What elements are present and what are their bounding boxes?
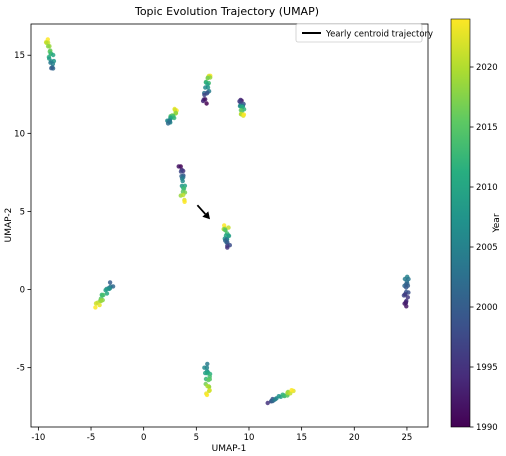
scatter-point — [173, 110, 179, 116]
scatter-point — [202, 365, 207, 370]
colorbar-tick-label: 2010 — [476, 183, 498, 193]
scatter-point — [226, 233, 232, 239]
x-tick-label: 10 — [244, 433, 255, 443]
colorbar-ticks: 1990 1995 2000 2005 2010 2015 2020 — [470, 63, 498, 433]
x-tick-label: 25 — [402, 433, 413, 443]
scatter-point — [205, 75, 210, 81]
scatter-point — [106, 286, 112, 292]
trajectory-arrow — [196, 204, 211, 220]
plot-frame — [30, 23, 429, 428]
colorbar-gradient — [450, 18, 471, 428]
scatter-point — [93, 301, 99, 306]
y-tick-label: 5 — [20, 207, 25, 217]
scatter-point — [289, 388, 294, 393]
scatter-points — [43, 37, 411, 406]
scatter-point — [241, 112, 247, 117]
x-tick-label: -5 — [87, 433, 95, 443]
scatter-point — [98, 298, 104, 304]
y-axis-label: UMAP-2 — [4, 208, 14, 243]
legend: Yearly centroid trajectory — [295, 23, 433, 43]
y-tick-label: -5 — [17, 364, 25, 374]
scatter-point — [51, 52, 56, 58]
x-axis-ticks: -10 -5 0 5 10 15 20 25 — [31, 427, 412, 443]
scatter-point — [44, 40, 49, 45]
scatter-point — [404, 285, 409, 290]
colorbar: 1990 1995 2000 2005 2010 2015 2020 Year — [450, 18, 502, 433]
scatter-point — [176, 164, 181, 169]
colorbar-label: Year — [492, 213, 502, 233]
scatter-point — [205, 361, 210, 367]
colorbar-tick-label: 1995 — [476, 363, 498, 373]
chart-title: Topic Evolution Trajectory (UMAP) — [134, 5, 319, 18]
scatter-point — [225, 245, 230, 250]
scatter-point — [403, 292, 408, 297]
scatter-point — [207, 388, 212, 393]
scatter-point — [180, 178, 185, 184]
y-axis-ticks: -5 0 5 10 15 — [14, 51, 31, 374]
scatter-point — [45, 44, 51, 49]
scatter-point — [107, 280, 113, 285]
y-tick-label: 10 — [14, 129, 25, 139]
scatter-point — [48, 60, 53, 65]
trajectory-arrow-head — [202, 211, 211, 220]
scatter-point — [206, 377, 211, 383]
scatter-point — [204, 392, 210, 398]
scatter-point — [203, 97, 208, 102]
scatter-point — [203, 85, 208, 90]
scatter-point — [101, 292, 106, 298]
scatter-point — [93, 305, 98, 310]
y-tick-label: 15 — [14, 51, 25, 61]
scatter-point — [204, 101, 209, 106]
scatter-point — [97, 302, 102, 308]
colorbar-tick-label: 1990 — [476, 423, 498, 433]
legend-box — [295, 23, 423, 43]
scatter-point — [238, 107, 244, 113]
scatter-point — [104, 291, 110, 296]
x-tick-label: 15 — [296, 433, 307, 443]
x-tick-label: 5 — [194, 433, 199, 443]
x-tick-label: 0 — [141, 433, 146, 443]
colorbar-tick-label: 2015 — [476, 123, 498, 133]
y-tick-label: 0 — [20, 286, 25, 296]
x-tick-label: 20 — [349, 433, 360, 443]
scatter-point — [178, 169, 184, 174]
scatter-point — [405, 295, 410, 300]
scatter-point — [182, 199, 187, 204]
legend-label: Yearly centroid trajectory — [325, 30, 433, 40]
scatter-point — [226, 225, 231, 230]
scatter-point — [165, 121, 171, 126]
scatter-point — [265, 400, 270, 406]
scatter-point — [103, 288, 108, 293]
colorbar-tick-label: 2005 — [476, 243, 498, 253]
scatter-point — [404, 304, 409, 309]
x-axis-label: UMAP-1 — [212, 444, 247, 454]
scatter-point — [172, 115, 177, 121]
trajectory-arrow-shaft — [196, 204, 207, 215]
colorbar-tick-label: 2020 — [476, 63, 498, 73]
scatter-point — [205, 384, 210, 389]
scatter-point — [202, 92, 207, 98]
scatter-point — [49, 66, 54, 71]
colorbar-tick-label: 2000 — [476, 303, 498, 313]
scatter-point — [181, 192, 186, 198]
x-tick-label: -10 — [31, 433, 45, 443]
